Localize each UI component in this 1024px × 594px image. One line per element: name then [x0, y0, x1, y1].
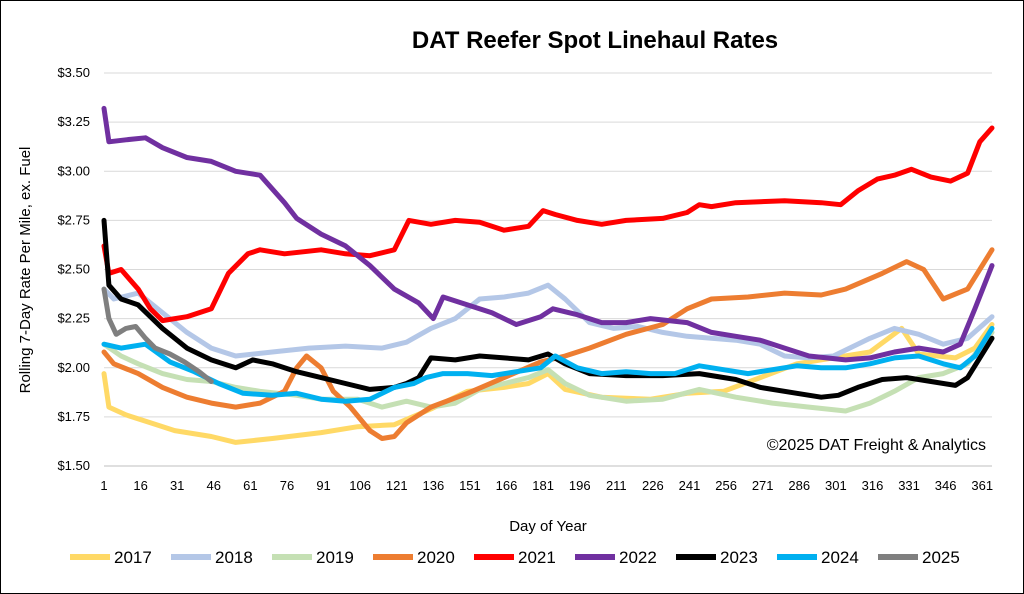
x-tick-label: 256 — [715, 478, 737, 493]
legend-item-2020: 2020 — [373, 548, 455, 567]
legend-label: 2018 — [215, 548, 253, 567]
legend-label: 2020 — [417, 548, 455, 567]
legend-label: 2024 — [821, 548, 859, 567]
y-tick-label: $1.50 — [57, 458, 90, 473]
y-tick-label: $1.75 — [57, 409, 90, 424]
y-tick-label: $3.50 — [57, 65, 90, 80]
y-tick-label: $2.50 — [57, 262, 90, 277]
y-axis-ticks: $1.50 $1.75 $2.00 $2.25 $2.50 $2.75 $3.00 $3.25… — [57, 65, 90, 473]
series-line-2021 — [101, 125, 995, 324]
x-tick-label: 121 — [386, 478, 408, 493]
x-tick-label: 196 — [569, 478, 591, 493]
y-tick-label: $2.25 — [57, 311, 90, 326]
legend-item-2017: 2017 — [70, 548, 152, 567]
legend-item-2019: 2019 — [272, 548, 354, 567]
x-tick-label: 301 — [825, 478, 847, 493]
x-tick-label: 181 — [532, 478, 554, 493]
series-line-2025 — [101, 286, 214, 384]
y-tick-label: $2.00 — [57, 360, 90, 375]
x-axis-label: Day of Year — [509, 518, 587, 535]
copyright-annotation: ©2025 DAT Freight & Analytics — [767, 437, 986, 454]
y-tick-label: $3.25 — [57, 114, 90, 129]
series-line-2020 — [101, 247, 995, 441]
x-tick-label: 211 — [606, 478, 627, 493]
x-tick-label: 241 — [679, 478, 701, 493]
grid-lines — [104, 72, 992, 467]
legend-label: 2025 — [922, 548, 960, 567]
x-tick-label: 1 — [100, 478, 107, 493]
legend-item-2023: 2023 — [676, 548, 758, 567]
x-tick-label: 316 — [862, 478, 884, 493]
x-tick-label: 91 — [316, 478, 330, 493]
y-axis-label: Rolling 7-Day Rate Per Mile, ex. Fuel — [17, 147, 34, 394]
x-tick-label: 286 — [788, 478, 810, 493]
x-tick-label: 226 — [642, 478, 664, 493]
x-tick-label: 271 — [752, 478, 774, 493]
x-tick-label: 106 — [349, 478, 371, 493]
x-axis-ticks: 1 16 31 46 61 76 91 106 121 136 151 166 181 196 211 226… — [100, 478, 993, 493]
x-tick-label: 61 — [243, 478, 257, 493]
y-tick-label: $2.75 — [57, 212, 90, 227]
x-tick-label: 331 — [898, 478, 920, 493]
series-line-2018 — [101, 282, 995, 361]
series-line-2017 — [101, 322, 995, 445]
x-tick-label: 361 — [971, 478, 993, 493]
legend-item-2022: 2022 — [575, 548, 657, 567]
x-tick-label: 76 — [280, 478, 294, 493]
legend-label: 2017 — [114, 548, 152, 567]
series-lines — [101, 105, 995, 445]
series-line-2022 — [101, 105, 995, 363]
legend-item-2024: 2024 — [777, 548, 859, 567]
x-tick-label: 151 — [459, 478, 481, 493]
legend-item-2025: 2025 — [878, 548, 960, 567]
legend-label: 2019 — [316, 548, 354, 567]
legend-item-2021: 2021 — [474, 548, 556, 567]
x-tick-label: 166 — [496, 478, 518, 493]
legend-label: 2021 — [518, 548, 556, 567]
y-tick-label: $3.00 — [57, 163, 90, 178]
x-tick-label: 46 — [207, 478, 221, 493]
legend-label: 2022 — [619, 548, 657, 567]
series-line-2024 — [101, 325, 995, 404]
legend-label: 2023 — [720, 548, 758, 567]
x-tick-label: 31 — [170, 478, 184, 493]
x-tick-label: 346 — [935, 478, 957, 493]
x-tick-label: 16 — [133, 478, 147, 493]
series-line-2023 — [101, 217, 995, 400]
chart-title: DAT Reefer Spot Linehaul Rates — [412, 27, 778, 54]
legend-item-2018: 2018 — [171, 548, 253, 567]
legend: 2017 2018 2019 2020 2021 2022 2023 2024 2025 — [70, 548, 960, 567]
x-tick-label: 136 — [422, 478, 444, 493]
